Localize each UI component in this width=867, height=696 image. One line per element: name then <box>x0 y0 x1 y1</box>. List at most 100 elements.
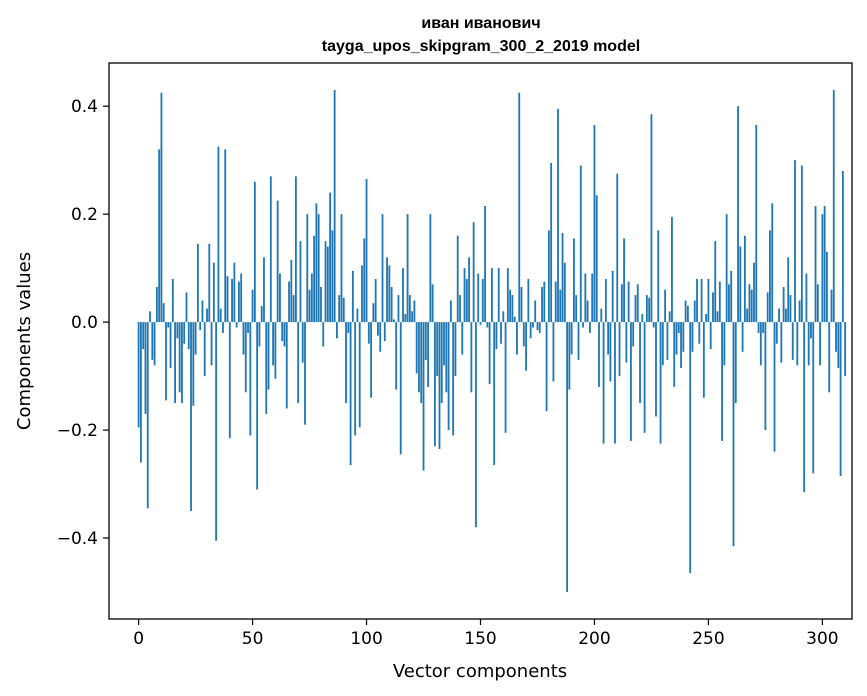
bar <box>516 322 518 355</box>
bar <box>336 322 338 339</box>
bar <box>693 300 696 323</box>
bar <box>766 292 769 323</box>
bar <box>641 314 644 323</box>
bar <box>181 322 183 404</box>
bar <box>650 114 653 323</box>
bar <box>212 262 215 323</box>
bar <box>454 322 457 377</box>
bar <box>712 292 714 323</box>
bar <box>632 322 635 347</box>
bar <box>755 125 758 323</box>
bar <box>167 322 170 328</box>
bar <box>285 322 288 409</box>
bar <box>721 322 723 441</box>
bar-series <box>137 89 847 593</box>
bar <box>536 322 539 331</box>
bar <box>329 192 331 323</box>
bar <box>810 322 812 339</box>
bar <box>408 295 411 323</box>
bar <box>657 230 660 323</box>
bar <box>486 322 489 328</box>
bar <box>841 170 844 323</box>
bar <box>203 322 206 377</box>
bar <box>723 322 726 366</box>
x-tick-label: 50 <box>242 629 264 649</box>
bar <box>832 89 835 323</box>
bar <box>363 238 366 323</box>
bar <box>370 322 373 398</box>
bar <box>201 300 204 323</box>
bar <box>826 251 828 323</box>
bar <box>700 278 703 323</box>
bar <box>194 322 197 355</box>
bar <box>153 322 156 366</box>
bar <box>397 295 400 323</box>
bar <box>497 268 500 323</box>
bar <box>588 322 591 333</box>
bar <box>160 92 163 323</box>
bar <box>707 278 710 323</box>
bar <box>434 322 436 447</box>
bar <box>249 322 252 436</box>
bar <box>739 246 742 323</box>
bar <box>258 322 261 347</box>
bar <box>443 322 445 366</box>
bar <box>301 322 304 363</box>
bar <box>447 322 450 431</box>
bar <box>349 322 352 466</box>
bar <box>604 278 607 323</box>
bar <box>769 230 771 323</box>
bar <box>226 276 229 323</box>
bar <box>773 322 776 452</box>
bar <box>468 257 471 323</box>
bar <box>315 203 318 323</box>
bar <box>461 322 464 355</box>
bar <box>445 322 448 393</box>
bar <box>244 322 247 393</box>
bar <box>500 322 502 344</box>
bar <box>554 281 557 323</box>
bar <box>709 322 712 350</box>
bar <box>217 146 220 323</box>
bar <box>830 289 833 323</box>
bar <box>199 322 202 331</box>
bar <box>459 295 461 323</box>
bar <box>265 322 268 414</box>
bar <box>757 322 760 333</box>
bar <box>185 292 188 323</box>
bar <box>440 322 443 404</box>
bar <box>586 300 589 323</box>
bar <box>684 300 687 323</box>
bar <box>456 235 459 323</box>
bar <box>762 322 765 333</box>
bar <box>789 295 792 323</box>
bar <box>520 287 523 323</box>
bar <box>281 322 284 341</box>
bar <box>734 322 737 404</box>
bar <box>791 322 794 360</box>
y-tick-label: 0.2 <box>71 205 98 225</box>
bar <box>386 257 388 323</box>
bar <box>431 284 434 323</box>
bar <box>691 322 694 352</box>
x-axis-ticks: 0 50 100 150 200 250 300 <box>133 619 839 649</box>
bar <box>470 322 473 393</box>
y-tick-label: −0.2 <box>57 421 98 441</box>
bar <box>372 303 375 323</box>
bar <box>342 297 345 323</box>
bar <box>600 308 603 323</box>
bar <box>543 281 546 323</box>
bar <box>333 89 336 323</box>
bar <box>488 322 491 385</box>
bar <box>253 181 256 323</box>
bar <box>627 281 630 323</box>
bar <box>247 322 249 333</box>
bar <box>206 308 208 323</box>
bar <box>552 322 555 382</box>
bar <box>782 287 785 323</box>
bar <box>538 322 541 333</box>
y-axis-ticks: −0.4 −0.2 0.0 0.2 0.4 <box>57 97 109 549</box>
y-axis-label: Components values <box>14 252 35 430</box>
bar <box>794 160 796 323</box>
